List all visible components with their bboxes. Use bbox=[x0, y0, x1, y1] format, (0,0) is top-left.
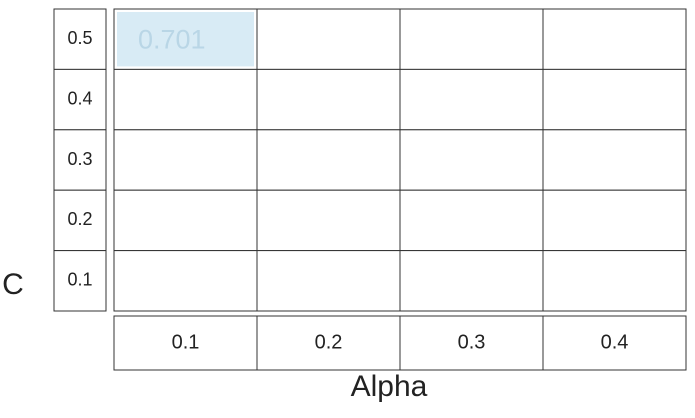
y-tick-label: 0.4 bbox=[67, 88, 92, 108]
x-tick-label: 0.3 bbox=[458, 331, 486, 353]
x-tick-box bbox=[113, 315, 258, 371]
y-tick-box bbox=[53, 68, 107, 131]
heatmap-cell bbox=[256, 129, 401, 191]
x-tick-row: 0.1 0.2 0.3 0.4 bbox=[113, 315, 687, 371]
heatmap-cell bbox=[542, 250, 687, 312]
x-tick-label: 0.1 bbox=[172, 331, 200, 353]
heatmap-cell bbox=[542, 189, 687, 252]
heatmap-cell bbox=[256, 68, 401, 131]
x-tick-box bbox=[542, 315, 687, 371]
y-tick-label: 0.3 bbox=[67, 149, 92, 169]
x-tick-box bbox=[256, 315, 401, 371]
heatmap-cell bbox=[113, 129, 258, 191]
heatmap-cell bbox=[256, 250, 401, 312]
heatmap-cell bbox=[256, 189, 401, 252]
y-tick-label: 0.1 bbox=[67, 270, 92, 290]
heatmap-cell bbox=[399, 250, 544, 312]
heatmap-cell bbox=[542, 129, 687, 191]
heatmap-cell bbox=[113, 68, 258, 131]
heatmap-cell bbox=[399, 68, 544, 131]
y-tick-box bbox=[53, 129, 107, 191]
x-axis-label: Alpha bbox=[351, 370, 428, 403]
heatmap-cell bbox=[399, 189, 544, 252]
y-tick-label: 0.5 bbox=[67, 28, 92, 48]
heatmap-cells: 0.701 bbox=[113, 8, 687, 312]
heatmap-cell bbox=[113, 250, 258, 312]
y-tick-box bbox=[53, 250, 107, 312]
y-tick-label: 0.2 bbox=[67, 209, 92, 229]
heatmap-cell bbox=[542, 8, 687, 70]
heatmap-cell bbox=[399, 8, 544, 70]
heatmap-value-label: 0.701 bbox=[138, 24, 206, 54]
heatmap-cell bbox=[256, 8, 401, 70]
x-tick-box bbox=[399, 315, 544, 371]
heatmap-cell bbox=[113, 189, 258, 252]
y-tick-box bbox=[53, 189, 107, 252]
y-tick-box bbox=[53, 8, 107, 70]
x-tick-label: 0.2 bbox=[315, 331, 343, 353]
y-axis-label: C bbox=[2, 268, 24, 301]
y-tick-column: 0.5 0.4 0.3 0.2 0.1 bbox=[53, 8, 107, 312]
heatmap-cell bbox=[542, 68, 687, 131]
heatmap-cell bbox=[399, 129, 544, 191]
x-tick-label: 0.4 bbox=[601, 331, 629, 353]
heatmap-value-cell bbox=[117, 12, 254, 67]
